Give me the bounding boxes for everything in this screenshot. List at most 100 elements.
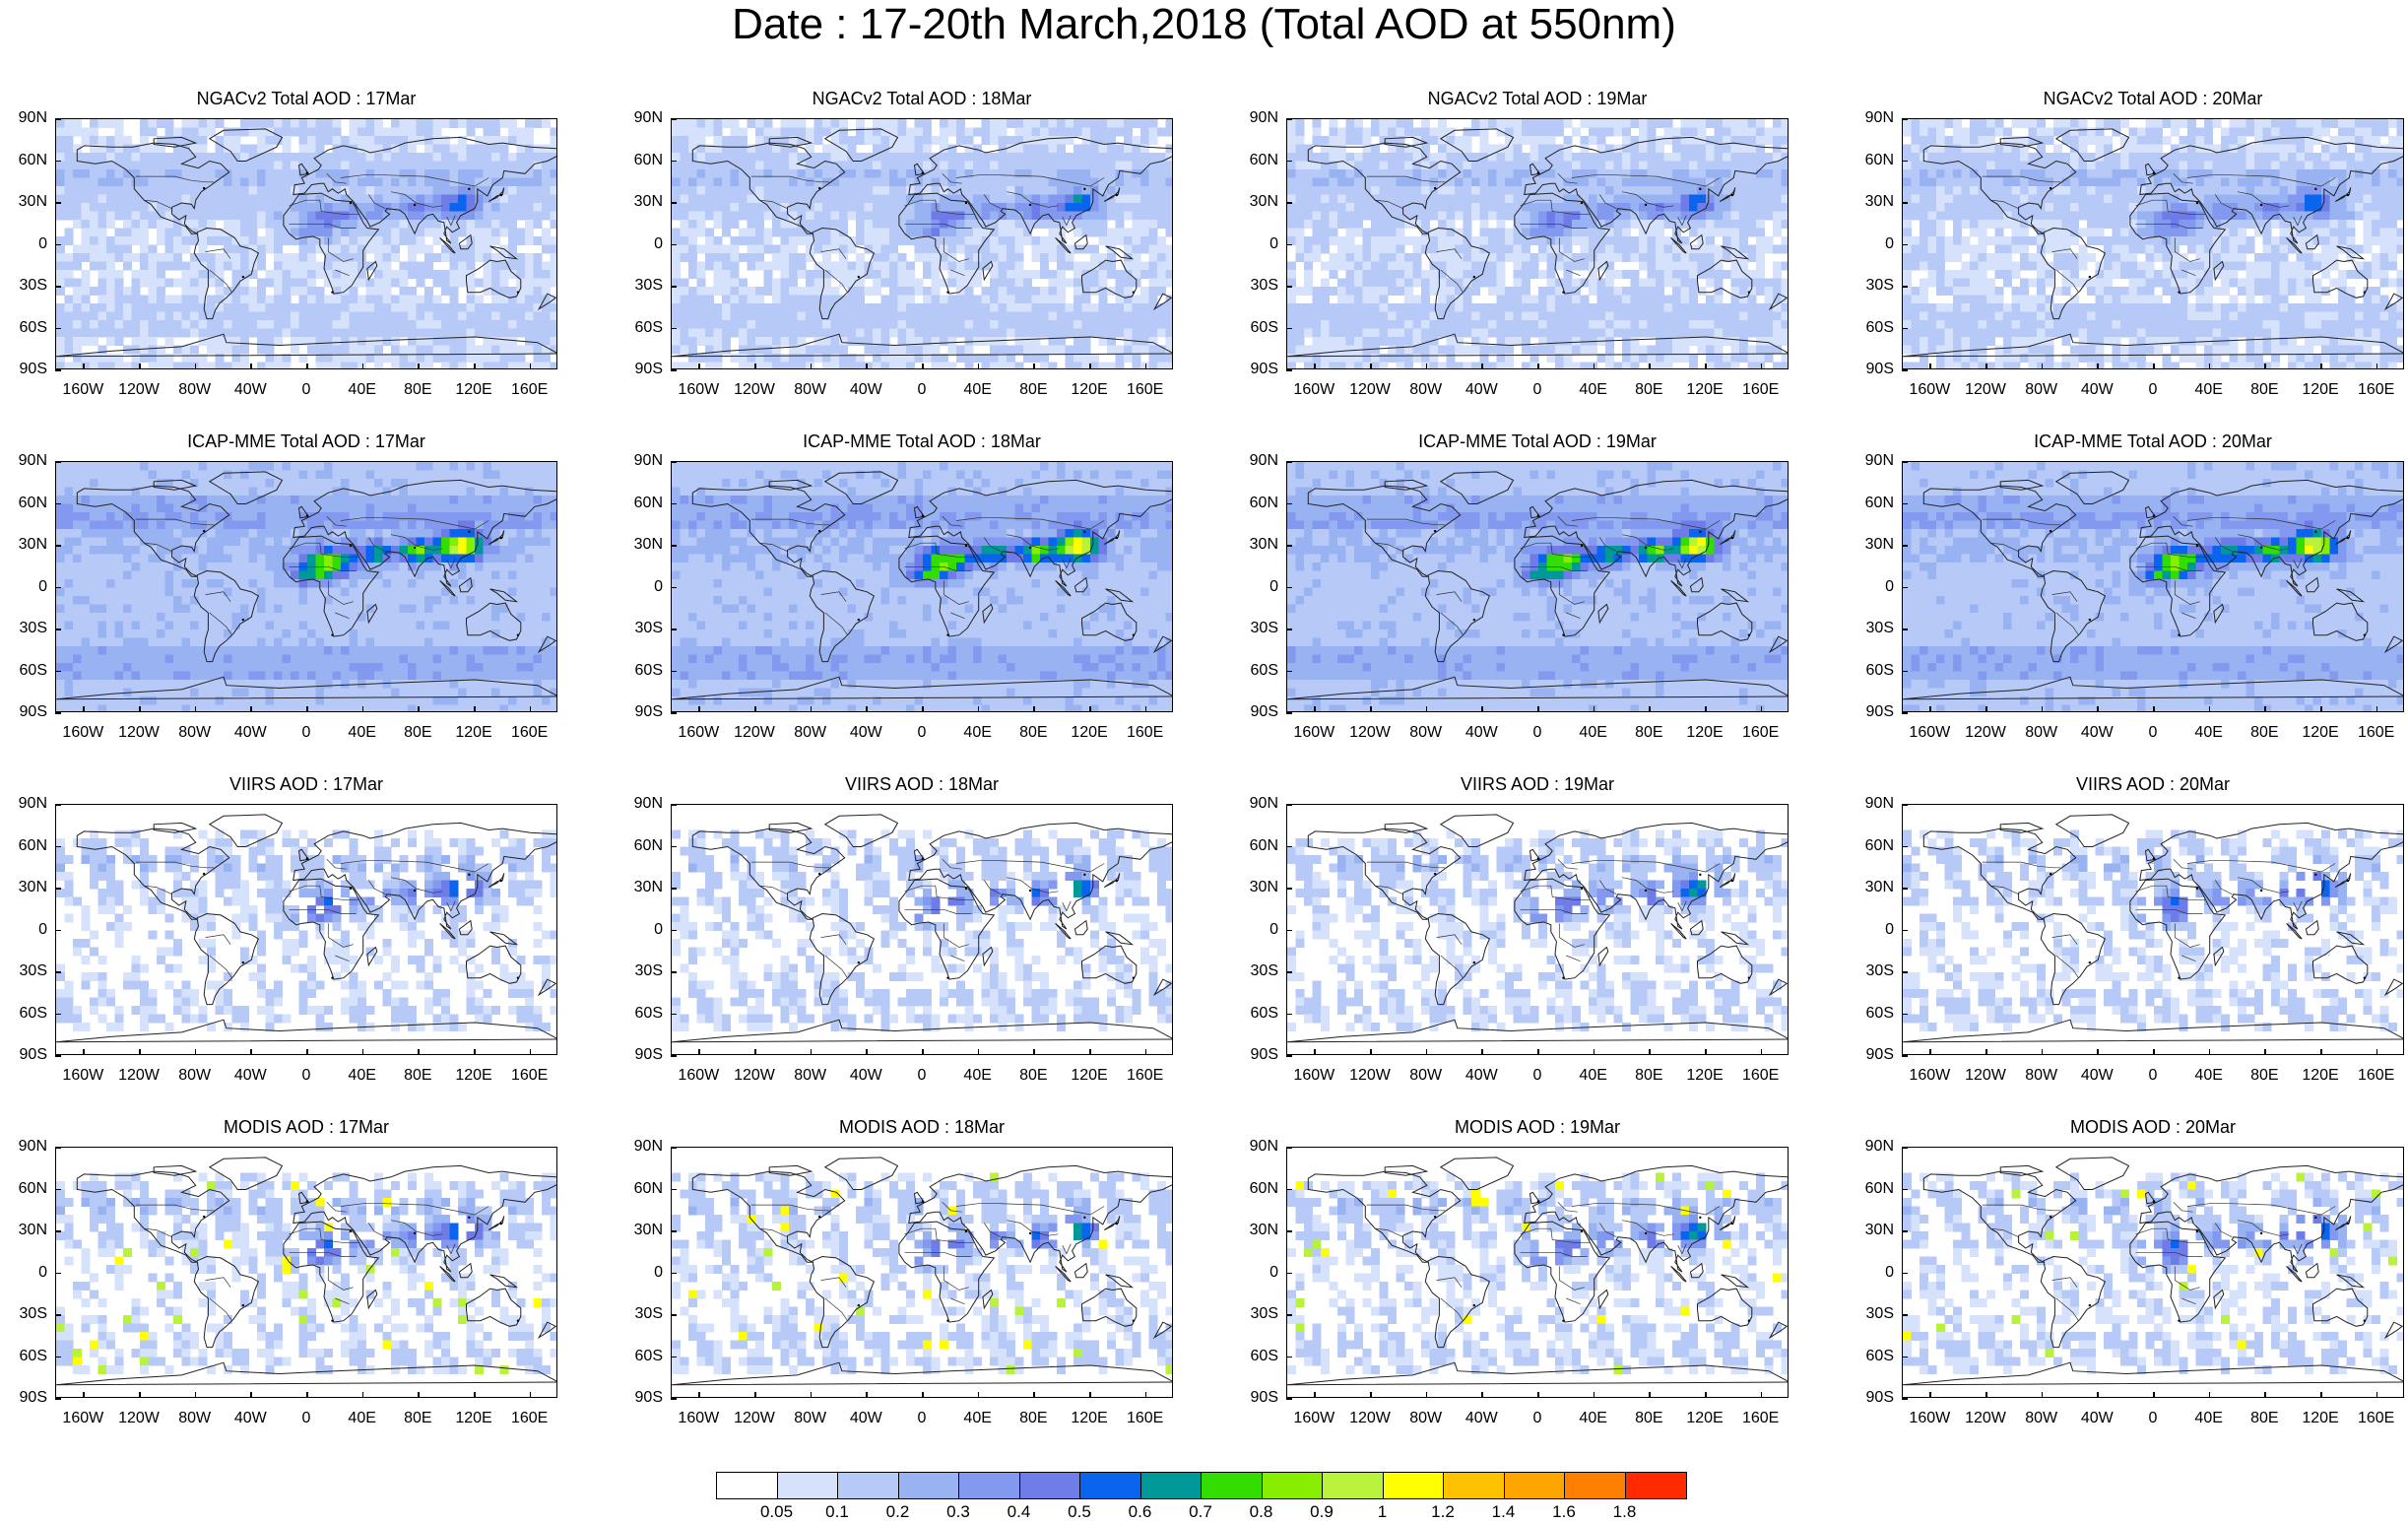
aod-cell [224, 261, 232, 271]
aod-cell [248, 194, 258, 204]
aod-cell [240, 362, 249, 368]
aod-cell [1764, 211, 1774, 221]
aod-cell [914, 153, 924, 162]
aod-cell [1706, 220, 1715, 229]
aod-cell [1455, 320, 1464, 329]
aod-cell [1124, 203, 1133, 212]
aod-cell [475, 354, 484, 363]
aod-cell [923, 194, 932, 204]
aod-cell [931, 253, 941, 262]
aod-cell [806, 253, 814, 262]
aod-cell [164, 186, 174, 195]
aod-cell [1354, 119, 1363, 128]
aod-cell [1165, 220, 1172, 229]
aod-cell [1098, 119, 1108, 128]
aod-cell [491, 153, 500, 162]
aod-cell [1007, 144, 1015, 154]
aod-cell [1555, 287, 1564, 296]
aod-cell [797, 153, 807, 162]
aod-cell [1379, 203, 1389, 212]
aod-cell [1165, 203, 1172, 212]
aod-cell [897, 311, 907, 321]
aod-cell [1555, 127, 1564, 137]
aod-cell [705, 295, 714, 304]
aod-cell [947, 211, 957, 221]
aod-cell [56, 144, 65, 154]
aod-cell [324, 136, 333, 145]
aod-cell [1739, 244, 1748, 254]
aod-cell [739, 203, 748, 212]
aod-cell [1756, 186, 1765, 195]
aod-cell [424, 345, 433, 355]
aod-cell [516, 169, 526, 178]
aod-cell [763, 337, 773, 346]
lat-tick-label: 90S [616, 361, 663, 378]
aod-cell [408, 153, 417, 162]
aod-cell [1295, 320, 1305, 329]
aod-cell [780, 253, 790, 262]
aod-cell [164, 136, 174, 145]
aod-cell [889, 220, 898, 229]
aod-cell [672, 345, 681, 355]
aod-cell [1438, 278, 1447, 288]
aod-cell [483, 328, 492, 338]
aod-cell [148, 295, 158, 304]
aod-cell [730, 261, 740, 271]
aod-cell [1463, 228, 1472, 237]
aod-cell [1529, 328, 1539, 338]
aod-cell [1304, 194, 1313, 204]
aod-cell [688, 161, 697, 170]
aod-cell [164, 253, 174, 262]
aod-cell [1613, 328, 1623, 338]
aod-cell [73, 169, 82, 178]
aod-cell [780, 287, 790, 296]
aod-cell [990, 136, 999, 145]
aod-cell [906, 295, 915, 304]
aod-cell [1057, 295, 1066, 304]
aod-cell [157, 311, 165, 321]
aod-cell [923, 303, 932, 312]
aod-cell [822, 194, 831, 204]
aod-cell [763, 362, 773, 368]
aod-cell [739, 328, 748, 338]
aod-cell [282, 303, 292, 312]
aod-cell [466, 228, 476, 237]
aod-cell [1295, 169, 1305, 178]
aod-cell [873, 144, 881, 154]
aod-cell [1295, 177, 1305, 187]
aod-cell [1647, 236, 1657, 245]
aod-cell [897, 320, 907, 329]
aod-cell [1563, 244, 1573, 254]
aod-cell [190, 169, 199, 178]
aod-cell [1023, 186, 1032, 195]
aod-cell [1639, 311, 1648, 321]
aod-cell [1074, 287, 1082, 296]
aod-cell [1747, 211, 1757, 221]
aod-cell [1723, 211, 1731, 221]
aod-cell [956, 161, 965, 170]
aod-cell [90, 303, 98, 312]
aod-cell [525, 161, 534, 170]
aod-cell [215, 203, 225, 212]
aod-cell [1140, 161, 1149, 170]
aod-cell [889, 169, 898, 178]
aod-cell [1090, 169, 1099, 178]
aod-cell [140, 244, 149, 254]
aod-cell [1040, 127, 1049, 137]
aod-cell [90, 186, 98, 195]
aod-cell [1354, 328, 1363, 338]
aod-cell [1522, 270, 1530, 279]
aod-cell [1680, 328, 1690, 338]
aod-cell [1048, 236, 1058, 245]
aod-cell [1014, 127, 1024, 137]
aod-cell [1546, 295, 1556, 304]
aod-cell [1007, 287, 1015, 296]
aod-cell [157, 153, 165, 162]
lon-tick [922, 364, 924, 369]
aod-cell [164, 328, 174, 338]
aod-cell [1505, 328, 1514, 338]
aod-cell [1304, 328, 1313, 338]
aod-cell [274, 203, 283, 212]
aod-cell [1663, 186, 1673, 195]
aod-cell [847, 311, 857, 321]
